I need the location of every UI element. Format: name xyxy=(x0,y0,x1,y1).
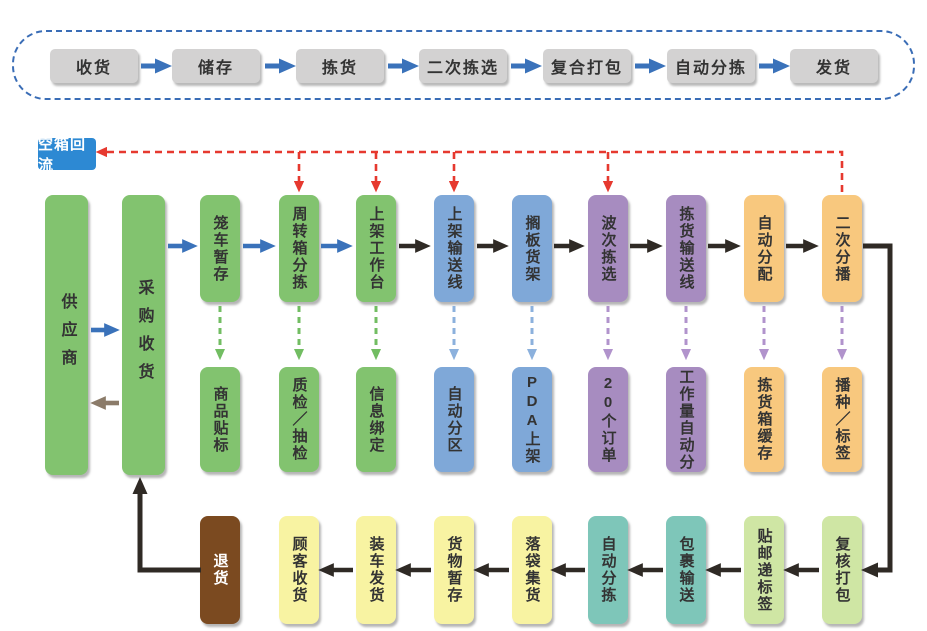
node-secondary-sowing: 二次分播 xyxy=(822,195,862,302)
node-recheck-packing: 复核打包 xyxy=(822,516,862,624)
step-picking: 拣货 xyxy=(296,49,384,83)
empty-box-return-label: 空箱回流 xyxy=(38,136,96,174)
node-cage-buffer: 笼车暂存 xyxy=(200,195,240,302)
node-auto-zoning: 自动分区 xyxy=(434,367,474,472)
node-tote-sorting: 周转箱分拣 xyxy=(279,195,319,302)
node-auto-sorting-bottom: 自动分拣 xyxy=(588,516,628,624)
node-parcel-conveyor: 包裹输送 xyxy=(666,516,706,624)
node-bag-drop-collect: 落袋集货 xyxy=(512,516,552,624)
node-purchasing-receiving: 采购收货 xyxy=(122,195,165,475)
node-wave-picking: 波次拣选 xyxy=(588,195,628,302)
step-storage: 储存 xyxy=(172,49,260,83)
node-auto-allocation: 自动分配 xyxy=(744,195,784,302)
node-truck-dispatch: 装车发货 xyxy=(356,516,396,624)
node-shelving-station: 上架工作台 xyxy=(356,195,396,302)
node-postal-labeling: 贴邮递标签 xyxy=(744,516,784,624)
node-customer-receiving: 顾客收货 xyxy=(279,516,319,624)
node-shelving-conveyor: 上架输送线 xyxy=(434,195,474,302)
node-info-binding: 信息绑定 xyxy=(356,367,396,472)
node-pda-shelving: PDA上架 xyxy=(512,367,552,472)
top-process-band xyxy=(12,30,915,100)
node-supplier: 供应商 xyxy=(45,195,88,475)
node-sowing-label: 播种／标签 xyxy=(822,367,862,472)
node-product-labeling: 商品贴标 xyxy=(200,367,240,472)
node-qc-sampling: 质检／抽检 xyxy=(279,367,319,472)
node-returns: 退货 xyxy=(200,516,240,624)
node-pick-box-buffer: 拣货箱缓存 xyxy=(744,367,784,472)
step-auto-sorting: 自动分拣 xyxy=(667,49,755,83)
node-20-orders: 20个订单 xyxy=(588,367,628,472)
node-picking-conveyor: 拣货输送线 xyxy=(666,195,706,302)
detail-dashed-arrows xyxy=(214,306,848,361)
node-goods-buffer: 货物暂存 xyxy=(434,516,474,624)
return-line-main xyxy=(95,146,844,192)
step-shipping: 发货 xyxy=(790,49,878,83)
step-combined-packing: 复合打包 xyxy=(543,49,631,83)
node-workload-auto: 工作量自动分 xyxy=(666,367,706,472)
step-second-picking: 二次拣选 xyxy=(419,49,507,83)
connector-sowing-recheck xyxy=(861,243,893,578)
node-shelf-rack: 搁板货架 xyxy=(512,195,552,302)
empty-box-return-lines xyxy=(95,146,844,193)
step-receiving: 收货 xyxy=(50,49,138,83)
connector-returns-purchasing xyxy=(132,477,201,573)
